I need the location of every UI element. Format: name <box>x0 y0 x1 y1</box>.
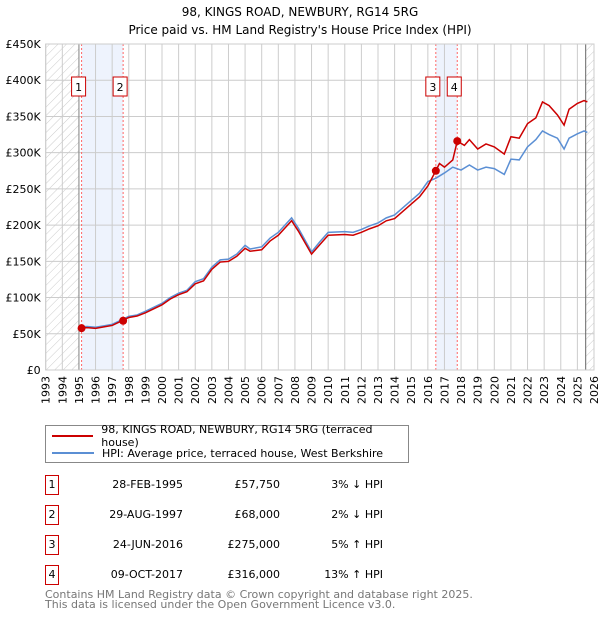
x-tick-label: 2003 <box>206 376 219 404</box>
x-tick-label: 2000 <box>156 376 169 404</box>
sale-label: 1 <box>75 81 82 94</box>
plot-border <box>45 43 595 371</box>
x-tick-label: 2005 <box>239 376 252 404</box>
sale-price: £316,000 <box>227 568 281 581</box>
x-tick-label: 2014 <box>389 376 402 404</box>
sale-date: 29-AUG-1997 <box>109 508 183 521</box>
sale-label: 2 <box>117 81 124 94</box>
y-tick-label: £250K <box>5 183 41 196</box>
x-tick-label: 2017 <box>438 376 451 404</box>
x-tick-label: 2012 <box>355 376 368 404</box>
property-price-line <box>78 99 588 330</box>
sale-date: 28-FEB-1995 <box>112 478 183 491</box>
legend-property: 98, KINGS ROAD, NEWBURY, RG14 5RG (terra… <box>101 423 373 449</box>
x-tick-label: 1997 <box>106 376 119 404</box>
x-tick-label: 2025 <box>571 376 584 404</box>
sale-row: 4 09-OCT-2017 £316,000 13% ↑ HPI <box>45 565 445 585</box>
y-tick-label: £450K <box>5 38 41 51</box>
x-tick-label: 1994 <box>56 376 69 404</box>
sale-label-box <box>425 76 441 97</box>
sale-price: £57,750 <box>234 478 281 491</box>
x-tick-label: 2021 <box>505 376 518 404</box>
sale-row: 2 29-AUG-1997 £68,000 2% ↓ HPI <box>45 505 445 525</box>
sale-hpi-diff: 3% ↓ HPI <box>331 478 383 491</box>
no-data-region <box>585 44 594 370</box>
legend-blue-swatch <box>52 452 94 454</box>
sale-number-badge: 1 <box>45 475 59 495</box>
sale-price: £68,000 <box>234 508 281 521</box>
sale-row: 1 28-FEB-1995 £57,750 3% ↓ HPI <box>45 475 445 495</box>
x-tick-label: 2011 <box>339 376 352 404</box>
sale-point <box>77 324 86 333</box>
sale-label-box <box>71 76 87 97</box>
x-tick-label: 2026 <box>588 376 600 404</box>
sale-number-badge: 3 <box>45 535 59 555</box>
sale-row: 3 24-JUN-2016 £275,000 5% ↑ HPI <box>45 535 445 555</box>
sale-hpi-diff: 13% ↑ HPI <box>324 568 383 581</box>
x-tick-label: 2009 <box>306 376 319 404</box>
y-tick-label: £350K <box>5 110 41 123</box>
x-tick-label: 2015 <box>405 376 418 404</box>
x-tick-label: 2008 <box>289 376 302 404</box>
legend-red-swatch <box>52 435 94 437</box>
x-tick-label: 2001 <box>173 376 186 404</box>
x-tick-label: 2023 <box>538 376 551 404</box>
x-tick-label: 2019 <box>472 376 485 404</box>
y-tick-label: £150K <box>5 255 41 268</box>
x-tick-label: 2004 <box>222 376 235 404</box>
sale-point <box>431 166 440 175</box>
y-tick-label: £0 <box>27 364 41 377</box>
x-tick-label: 1993 <box>40 376 53 404</box>
x-tick-label: 2010 <box>322 376 335 404</box>
x-tick-label: 1998 <box>123 376 136 404</box>
y-tick-label: £50K <box>12 328 41 341</box>
sale-hpi-diff: 2% ↓ HPI <box>331 508 383 521</box>
x-tick-label: 2022 <box>522 376 535 404</box>
x-tick-label: 2002 <box>189 376 202 404</box>
x-tick-label: 2018 <box>455 376 468 404</box>
x-tick-label: 1995 <box>73 376 86 404</box>
legend-hpi: HPI: Average price, terraced house, West… <box>102 446 384 460</box>
sale-label: 3 <box>429 81 436 94</box>
sale-point <box>119 316 128 325</box>
x-tick-label: 2016 <box>422 376 435 404</box>
sale-label-box <box>446 76 462 97</box>
footer: Contains HM Land Registry data © Crown c… <box>45 588 473 611</box>
x-tick-label: 2024 <box>555 376 568 404</box>
x-tick-label: 2006 <box>256 376 269 404</box>
footer-line-1: Contains HM Land Registry data © Crown c… <box>45 588 473 601</box>
hpi-line <box>78 129 588 329</box>
sale-period-band <box>81 44 124 370</box>
sale-label: 4 <box>451 81 458 94</box>
y-tick-label: £200K <box>5 219 41 232</box>
footer-line-2: This data is licensed under the Open Gov… <box>45 598 396 611</box>
x-tick-label: 1999 <box>139 376 152 404</box>
sale-number-badge: 2 <box>45 505 59 525</box>
sale-number-badge: 4 <box>45 565 59 585</box>
chart-subtitle: Price paid vs. HM Land Registry's House … <box>128 23 471 37</box>
sale-price: £275,000 <box>227 538 281 551</box>
legend: 98, KINGS ROAD, NEWBURY, RG14 5RG (terra… <box>45 423 409 463</box>
y-tick-label: £100K <box>5 292 41 305</box>
sale-period-band <box>435 44 458 370</box>
sale-point <box>453 137 462 146</box>
x-tick-label: 1996 <box>90 376 103 404</box>
sale-date: 24-JUN-2016 <box>112 538 183 551</box>
sale-hpi-diff: 5% ↑ HPI <box>331 538 383 551</box>
y-tick-label: £300K <box>5 147 41 160</box>
x-tick-label: 2013 <box>372 376 385 404</box>
sale-date: 09-OCT-2017 <box>110 568 183 581</box>
x-tick-label: 2007 <box>272 376 285 404</box>
price-chart: 98, KINGS ROAD, NEWBURY, RG14 5RG Price … <box>5 5 600 404</box>
sale-label-box <box>112 76 128 97</box>
chart-title: 98, KINGS ROAD, NEWBURY, RG14 5RG <box>182 5 419 19</box>
x-tick-label: 2020 <box>488 376 501 404</box>
y-tick-label: £400K <box>5 74 41 87</box>
